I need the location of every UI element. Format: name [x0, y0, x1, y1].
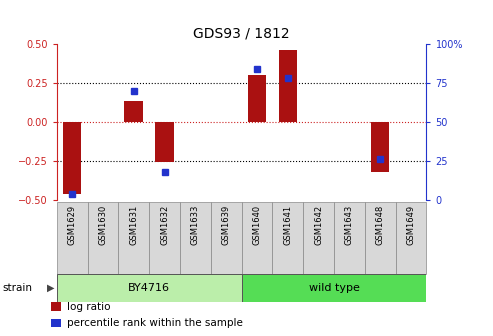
Text: GSM1642: GSM1642	[314, 205, 323, 245]
Bar	[180, 202, 211, 274]
Text: BY4716: BY4716	[128, 283, 170, 293]
Bar	[57, 274, 242, 302]
Bar	[88, 202, 118, 274]
Bar	[149, 202, 180, 274]
Bar	[395, 202, 426, 274]
Text: GDS93 / 1812: GDS93 / 1812	[193, 26, 290, 40]
Text: wild type: wild type	[309, 283, 359, 293]
Bar	[303, 202, 334, 274]
Bar	[365, 202, 395, 274]
Text: GSM1633: GSM1633	[191, 205, 200, 245]
Bar	[242, 274, 426, 302]
Bar	[51, 319, 61, 327]
Bar	[118, 202, 149, 274]
Text: GSM1648: GSM1648	[376, 205, 385, 245]
Text: GSM1649: GSM1649	[407, 205, 416, 245]
Bar	[371, 122, 389, 172]
Text: GSM1630: GSM1630	[99, 205, 107, 245]
Bar	[247, 75, 266, 122]
Bar	[242, 202, 272, 274]
Text: GSM1643: GSM1643	[345, 205, 354, 245]
Bar	[272, 202, 303, 274]
Bar	[124, 101, 143, 122]
Text: GSM1640: GSM1640	[252, 205, 261, 245]
Bar	[211, 202, 242, 274]
Text: GSM1639: GSM1639	[222, 205, 231, 245]
Text: strain: strain	[2, 283, 33, 293]
Bar	[63, 122, 81, 194]
Bar	[57, 202, 88, 274]
Text: GSM1641: GSM1641	[283, 205, 292, 245]
Text: ▶: ▶	[47, 283, 54, 293]
Text: log ratio: log ratio	[67, 302, 110, 311]
Text: GSM1631: GSM1631	[129, 205, 138, 245]
Text: GSM1632: GSM1632	[160, 205, 169, 245]
Text: percentile rank within the sample: percentile rank within the sample	[67, 318, 243, 328]
Text: GSM1629: GSM1629	[68, 205, 76, 245]
Bar	[155, 122, 174, 162]
Bar	[334, 202, 365, 274]
Bar	[51, 302, 61, 311]
Bar	[279, 50, 297, 122]
